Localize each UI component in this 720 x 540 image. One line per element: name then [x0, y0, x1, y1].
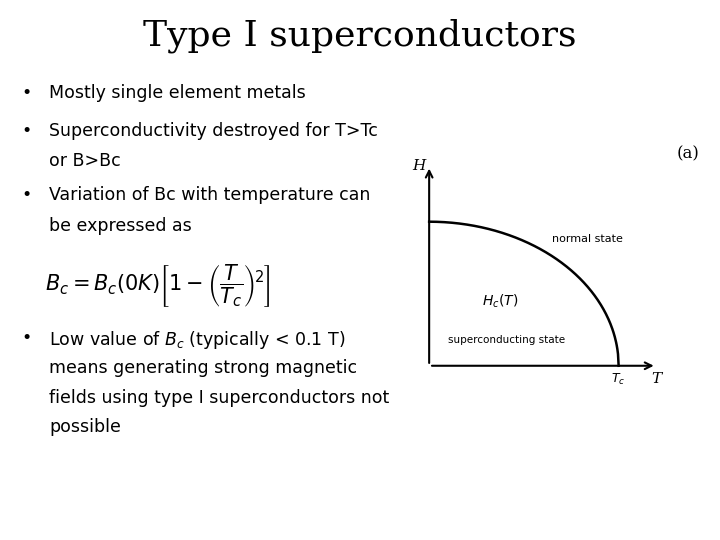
Text: fields using type I superconductors not: fields using type I superconductors not	[49, 389, 390, 407]
Text: $T_c$: $T_c$	[611, 372, 626, 387]
Text: Type I superconductors: Type I superconductors	[143, 19, 577, 53]
Text: possible: possible	[49, 418, 121, 436]
Text: (a): (a)	[676, 146, 699, 163]
Text: •: •	[22, 329, 32, 347]
Text: H: H	[412, 159, 426, 173]
Text: Variation of Bc with temperature can: Variation of Bc with temperature can	[49, 186, 370, 204]
Text: T: T	[652, 372, 662, 386]
Text: be expressed as: be expressed as	[49, 217, 192, 235]
Text: $B_c = B_c(0K)\left[1-\left(\dfrac{T}{T_c}\right)^{\!2}\right]$: $B_c = B_c(0K)\left[1-\left(\dfrac{T}{T_…	[45, 262, 271, 309]
Text: Low value of $B_c$ (typically < 0.1 T): Low value of $B_c$ (typically < 0.1 T)	[49, 329, 346, 352]
Text: Mostly single element metals: Mostly single element metals	[49, 84, 306, 102]
Text: or B>Bc: or B>Bc	[49, 152, 121, 170]
Text: means generating strong magnetic: means generating strong magnetic	[49, 359, 357, 377]
Text: superconducting state: superconducting state	[448, 335, 565, 346]
Text: •: •	[22, 84, 32, 102]
Text: normal state: normal state	[552, 234, 624, 244]
Text: •: •	[22, 186, 32, 204]
Text: •: •	[22, 122, 32, 139]
Text: $H_c(T)$: $H_c(T)$	[482, 293, 518, 310]
Text: Superconductivity destroyed for T>Tc: Superconductivity destroyed for T>Tc	[49, 122, 378, 139]
